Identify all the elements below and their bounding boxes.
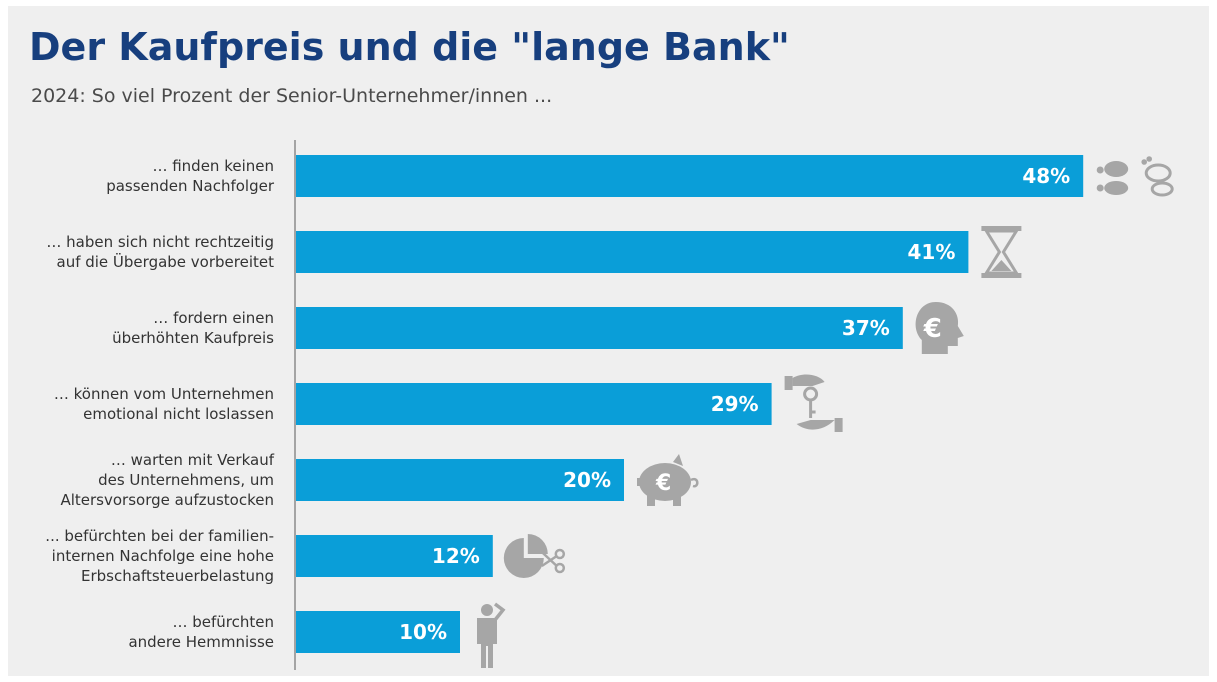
key-handover-icon <box>784 374 843 432</box>
bar-row: 20% … warten mit Verkauf des Unternehmens,… <box>60 451 699 509</box>
thinking-man-icon <box>477 602 506 668</box>
svg-text:€: € <box>655 471 671 496</box>
category-label: ... befürchten bei der familien-internen… <box>45 527 274 585</box>
bar <box>296 307 903 349</box>
bar-row: 41% … haben sich nicht rechtzeitig auf die… <box>46 226 1022 278</box>
euro-head-icon: € <box>915 302 964 354</box>
bar-row: 10% … befürchten andere Hemmnisse <box>128 602 506 668</box>
bar-value-label: 29% <box>711 392 759 416</box>
bar-row: 12% ... befürchten bei der familien-inter… <box>45 527 566 585</box>
bar-value-label: 48% <box>1022 164 1070 188</box>
category-label: … befürchten andere Hemmnisse <box>128 613 274 651</box>
category-label: … fordern einen überhöhten Kaufpreis <box>112 309 274 347</box>
pie-scissors-icon <box>503 534 566 578</box>
bar <box>296 155 1084 197</box>
category-label: … können vom Unternehmen emotional nicht … <box>54 385 274 423</box>
bar <box>296 459 624 501</box>
bar-value-label: 20% <box>563 468 611 492</box>
bar-row: 48% … finden keinen passenden Nachfolger <box>106 155 1174 197</box>
category-label: … haben sich nicht rechtzeitig auf die Üb… <box>46 233 274 271</box>
bar <box>296 535 493 577</box>
bar <box>296 383 772 425</box>
bar-value-label: 12% <box>432 544 480 568</box>
hourglass-icon <box>981 226 1022 278</box>
piggy-bank-euro-icon: € <box>637 454 699 506</box>
category-label: … warten mit Verkauf des Unternehmens, um… <box>60 451 274 509</box>
bar-row: 29% … können vom Unternehmen emotional nic… <box>54 374 843 432</box>
svg-text:€: € <box>923 314 942 344</box>
bar <box>296 611 460 653</box>
bar-value-label: 37% <box>842 316 890 340</box>
bar <box>296 231 969 273</box>
footprints-icon <box>1096 156 1174 197</box>
chart-title: Der Kaufpreis und die "lange Bank" <box>29 25 790 69</box>
bar-value-label: 10% <box>399 620 447 644</box>
bar-row: 37% … fordern einen überhöhten Kaufpreis € <box>112 302 964 354</box>
category-label: … finden keinen passenden Nachfolger <box>106 157 275 195</box>
chart-subtitle: 2024: So viel Prozent der Senior-Unterne… <box>31 85 553 107</box>
bar-value-label: 41% <box>908 240 956 264</box>
